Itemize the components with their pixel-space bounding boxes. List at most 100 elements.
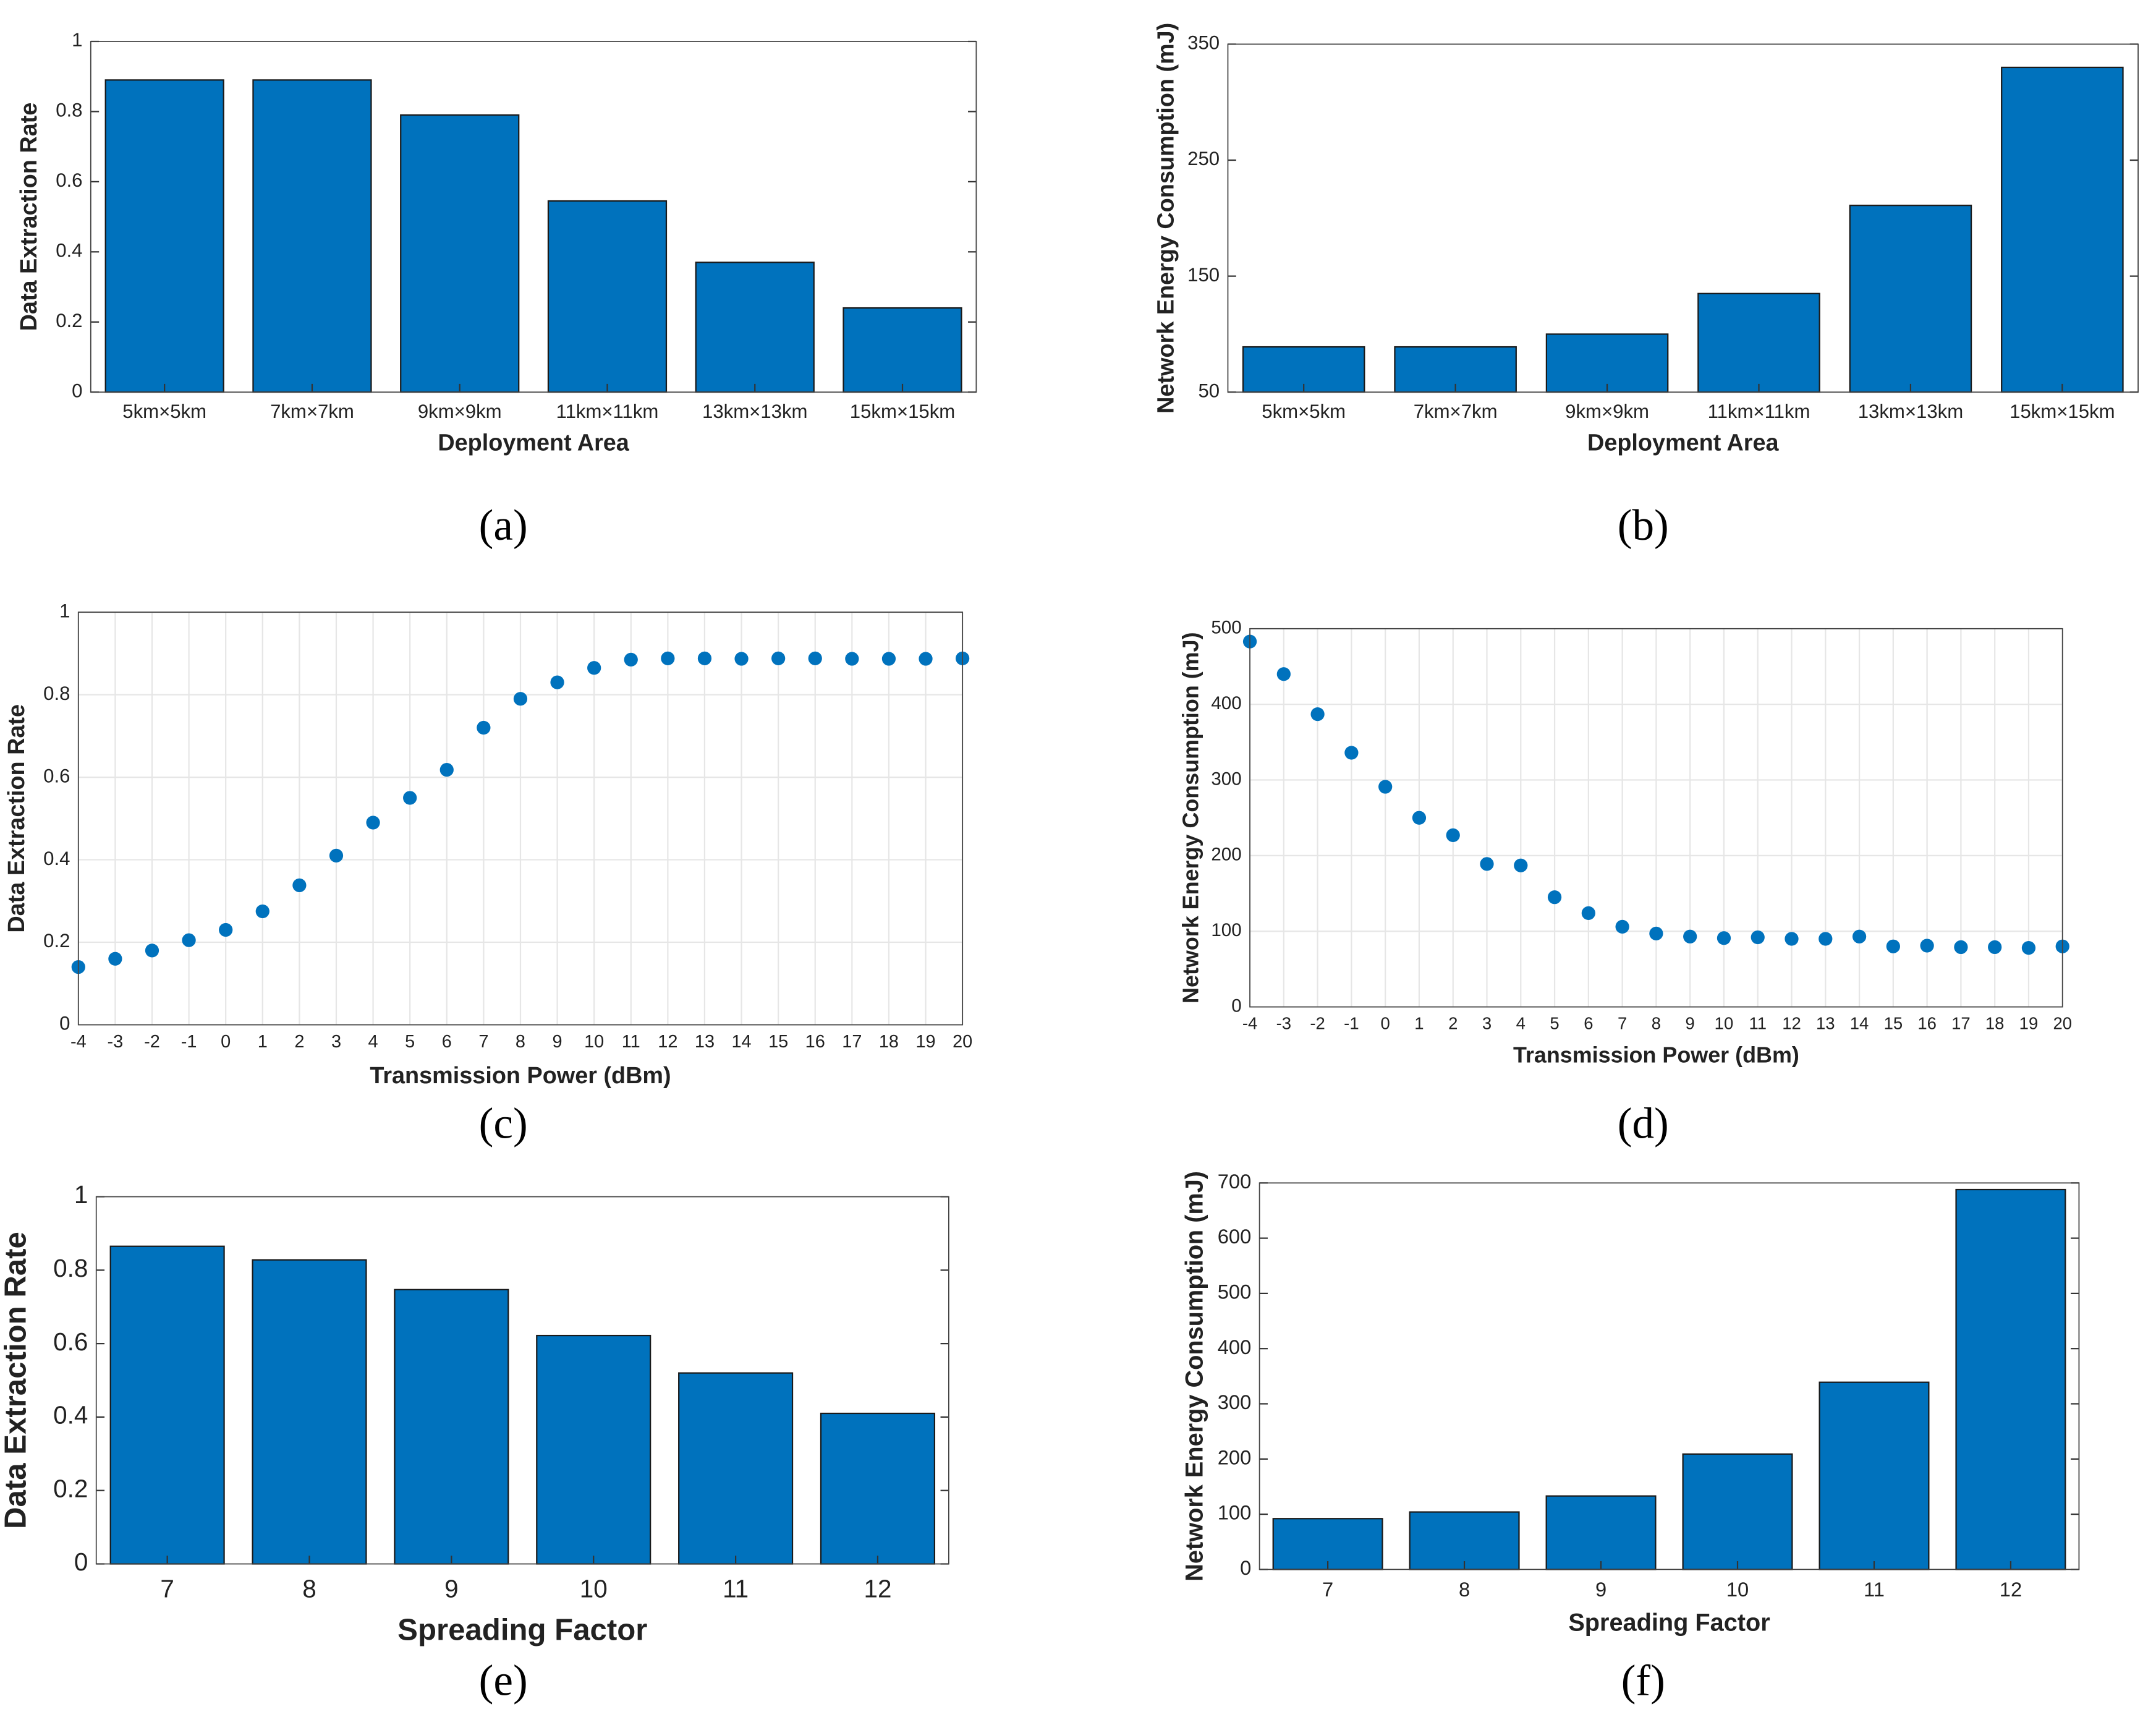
x-tick-label: 13: [1816, 1014, 1835, 1033]
x-tick-label: 7: [1618, 1014, 1627, 1033]
x-tick-label: 15km×15km: [2010, 401, 2115, 422]
x-tick-label: 2: [294, 1032, 304, 1052]
point: [1412, 811, 1427, 825]
bar: [695, 262, 815, 393]
point: [219, 922, 233, 937]
x-axis-label: Deployment Area: [1587, 430, 1779, 456]
point: [1547, 890, 1562, 905]
y-tick-label: 200: [1218, 1446, 1252, 1468]
y-tick-label: 0: [1231, 995, 1241, 1016]
y-tick-label: 500: [1211, 618, 1241, 638]
x-tick-label: 0: [221, 1032, 231, 1052]
y-tick-label: 0.2: [53, 1474, 88, 1502]
y-tick-label: 0: [1240, 1556, 1251, 1579]
bar: [1545, 333, 1669, 393]
y-tick-label: 0.4: [43, 848, 70, 869]
x-tick-label: 11: [1749, 1014, 1767, 1033]
point: [1683, 929, 1697, 943]
x-tick-label: 8: [516, 1032, 525, 1052]
plot-area: [1259, 1183, 2079, 1570]
x-tick-label: -2: [1310, 1014, 1325, 1033]
y-tick-label: 100: [1211, 920, 1241, 940]
plot-area: [1228, 44, 2139, 393]
y-tick-label: 50: [1198, 380, 1220, 401]
bar: [104, 79, 224, 393]
x-axis-label: Transmission Power (dBm): [1513, 1042, 1799, 1067]
point: [1480, 857, 1494, 871]
point: [1785, 932, 1799, 946]
x-tick-label: 11: [622, 1032, 640, 1052]
caption: (a): [479, 501, 528, 550]
x-tick-label: 8: [302, 1575, 316, 1603]
x-tick-label: 16: [805, 1032, 825, 1052]
x-tick-label: 17: [842, 1032, 862, 1052]
x-tick-label: 2: [1448, 1014, 1458, 1033]
x-tick-label: -4: [1242, 1014, 1257, 1033]
y-tick-label: 500: [1218, 1280, 1252, 1303]
x-tick-label: 4: [1516, 1014, 1526, 1033]
point: [1378, 780, 1393, 794]
x-tick-label: 8: [1459, 1578, 1470, 1601]
point: [845, 652, 859, 666]
caption: (b): [1618, 501, 1669, 550]
x-tick-label: 15: [1884, 1014, 1903, 1033]
point: [1988, 940, 2002, 955]
point: [734, 652, 749, 666]
plot-frame: [95, 1196, 949, 1565]
x-tick-label: 13: [695, 1032, 715, 1052]
y-tick-label: 700: [1218, 1170, 1252, 1193]
plot-frame: [1249, 628, 2063, 1008]
point: [1954, 940, 1968, 955]
x-tick-label: 16: [1917, 1014, 1937, 1033]
y-tick-label: 100: [1218, 1501, 1252, 1524]
x-tick-label: 19: [2019, 1014, 2039, 1033]
plot-frame: [1258, 1182, 2080, 1570]
x-tick-label: 3: [1482, 1014, 1492, 1033]
point: [182, 933, 196, 947]
y-tick-label: 1: [59, 600, 70, 621]
bar: [394, 1288, 509, 1565]
x-axis-label: Spreading Factor: [1568, 1609, 1770, 1637]
bar: [1682, 1453, 1793, 1570]
point: [587, 661, 601, 675]
x-tick-label: 5km×5km: [1262, 401, 1346, 422]
point: [439, 762, 454, 777]
x-tick-label: 1: [1414, 1014, 1424, 1033]
bar: [400, 114, 520, 393]
x-tick-label: 10: [580, 1575, 608, 1603]
x-tick-label: 18: [879, 1032, 899, 1052]
x-tick-label: 11km×11km: [1708, 401, 1810, 422]
bar: [1955, 1188, 2066, 1570]
point: [1615, 919, 1629, 934]
point: [366, 816, 380, 830]
x-tick-label: 1: [258, 1032, 268, 1052]
point: [2021, 941, 2036, 955]
y-tick-label: 0.6: [43, 765, 70, 786]
bar: [1819, 1381, 1930, 1570]
point: [1649, 926, 1663, 941]
y-tick-label: 0.4: [56, 240, 82, 262]
x-tick-label: 8: [1652, 1014, 1661, 1033]
y-tick-label: 150: [1187, 264, 1220, 286]
point: [919, 652, 933, 666]
bar: [1545, 1495, 1657, 1570]
bar: [536, 1334, 651, 1565]
y-tick-label: 0.2: [56, 310, 82, 331]
x-tick-label: 18: [1985, 1014, 2005, 1033]
x-tick-label: 9: [1686, 1014, 1695, 1033]
x-tick-label: -3: [108, 1032, 124, 1052]
point: [255, 904, 270, 919]
x-tick-label: -4: [70, 1032, 87, 1052]
x-tick-label: 11: [723, 1575, 749, 1603]
point: [1446, 828, 1460, 842]
x-tick-label: 15km×15km: [850, 401, 955, 422]
x-tick-label: 9km×9km: [418, 401, 502, 422]
point: [108, 952, 122, 966]
x-tick-label: -3: [1276, 1014, 1291, 1033]
x-tick-label: 7: [1322, 1578, 1333, 1601]
y-tick-label: 350: [1187, 32, 1220, 54]
y-tick-label: 1: [74, 1180, 88, 1209]
caption: (f): [1621, 1657, 1665, 1705]
y-tick-label: 0.2: [43, 930, 70, 952]
